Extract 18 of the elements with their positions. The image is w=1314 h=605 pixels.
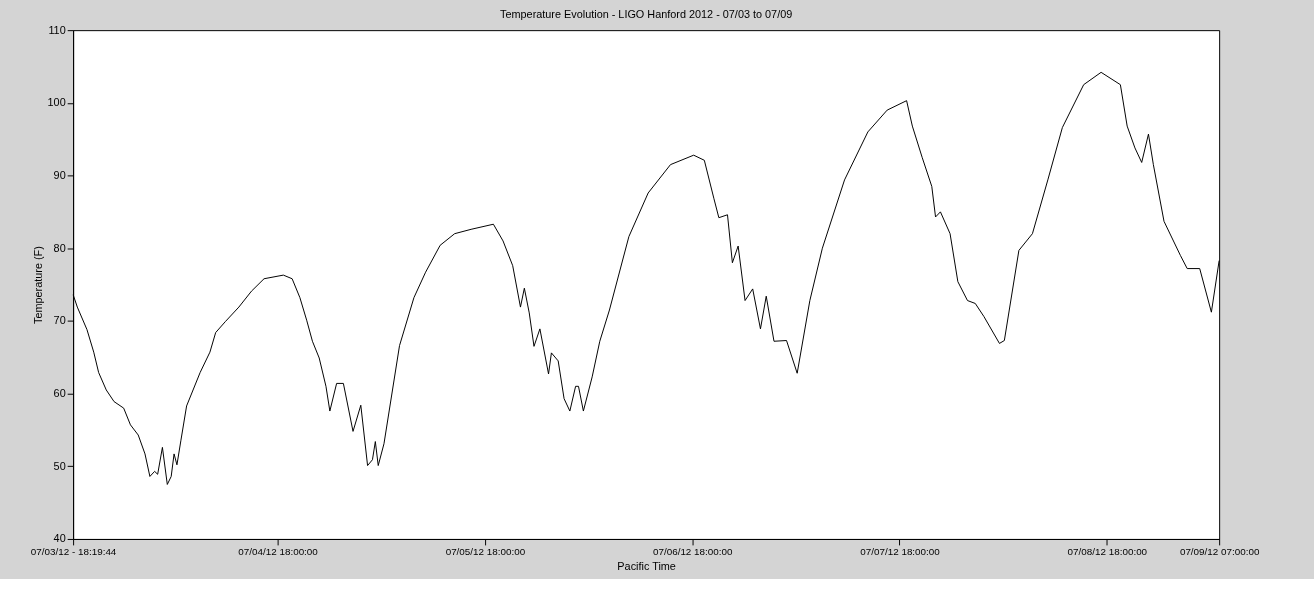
x-tick-label: 07/08/12 18:00:00 [1067,546,1148,558]
x-tick-label: 07/07/12 18:00:00 [860,546,941,558]
x-axis-title: Pacific Time [617,560,676,573]
y-tick-label: 40 [53,532,66,545]
y-tick-label: 100 [47,96,66,109]
y-tick-label: 110 [48,23,66,36]
y-tick-label: 50 [53,459,66,472]
x-tick-label: 07/05/12 18:00:00 [445,546,526,558]
y-tick-label: 90 [53,168,66,181]
y-tick-label: 60 [53,387,66,400]
y-tick-label: 70 [53,314,66,327]
x-tick-label: 07/09/12 07:00:00 [1179,546,1260,558]
x-tick-label: 07/03/12 - 18:19:44 [30,546,117,558]
x-tick-label: 07/06/12 18:00:00 [652,546,733,558]
y-tick-label: 80 [53,241,66,254]
y-axis-title: Temperature (F) [31,246,44,324]
x-tick-label: 07/04/12 18:00:00 [238,546,319,558]
chart-title: Temperature Evolution - LIGO Hanford 2012 - 07/03 to 07/09 [500,8,793,21]
